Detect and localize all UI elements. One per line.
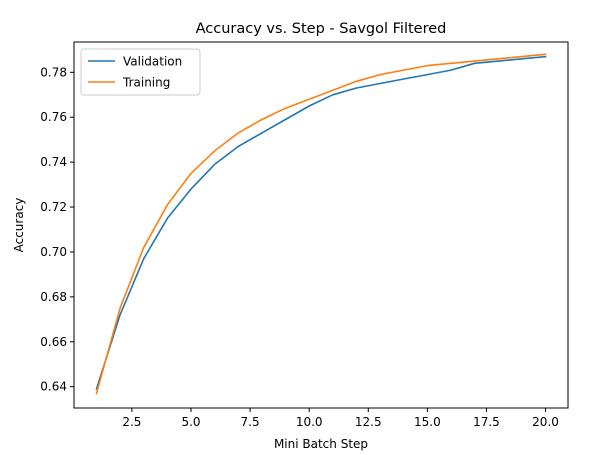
y-tick-label: 0.68 bbox=[40, 290, 67, 304]
series-line-validation bbox=[95, 55, 547, 390]
plot-frame bbox=[73, 41, 569, 409]
x-tick-label: 12.5 bbox=[355, 415, 382, 429]
x-axis-label: Mini Batch Step bbox=[274, 437, 368, 451]
chart-title: Accuracy vs. Step - Savgol Filtered bbox=[196, 21, 447, 37]
y-tick-label: 0.78 bbox=[40, 65, 67, 79]
y-tick-label: 0.66 bbox=[40, 335, 67, 349]
series-line-training bbox=[95, 53, 547, 395]
legend-label-training: Training bbox=[122, 76, 170, 90]
y-tick-label: 0.72 bbox=[40, 200, 67, 214]
x-tick-label: 10.0 bbox=[296, 415, 323, 429]
y-axis: 0.64 0.66 0.68 0.70 0.72 0.74 0.76 0.78 bbox=[40, 65, 74, 394]
y-tick-label: 0.70 bbox=[40, 245, 67, 259]
x-tick-label: 7.5 bbox=[241, 415, 260, 429]
legend: Validation Training bbox=[80, 48, 201, 96]
x-tick-label: 15.0 bbox=[414, 415, 441, 429]
y-axis-label: Accuracy bbox=[12, 198, 26, 253]
y-tick-label: 0.76 bbox=[40, 110, 67, 124]
y-tick-label: 0.64 bbox=[40, 380, 67, 394]
x-tick-label: 17.5 bbox=[473, 415, 500, 429]
y-tick-label: 0.74 bbox=[40, 155, 67, 169]
x-tick-label: 5.0 bbox=[181, 415, 200, 429]
plot-area bbox=[73, 41, 569, 409]
legend-label-validation: Validation bbox=[123, 55, 182, 69]
x-axis: 2.5 5.0 7.5 10.0 12.5 15.0 17.5 20.0 bbox=[122, 408, 559, 429]
x-tick-label: 20.0 bbox=[532, 415, 559, 429]
x-tick-label: 2.5 bbox=[122, 415, 141, 429]
series-lines bbox=[95, 53, 547, 395]
